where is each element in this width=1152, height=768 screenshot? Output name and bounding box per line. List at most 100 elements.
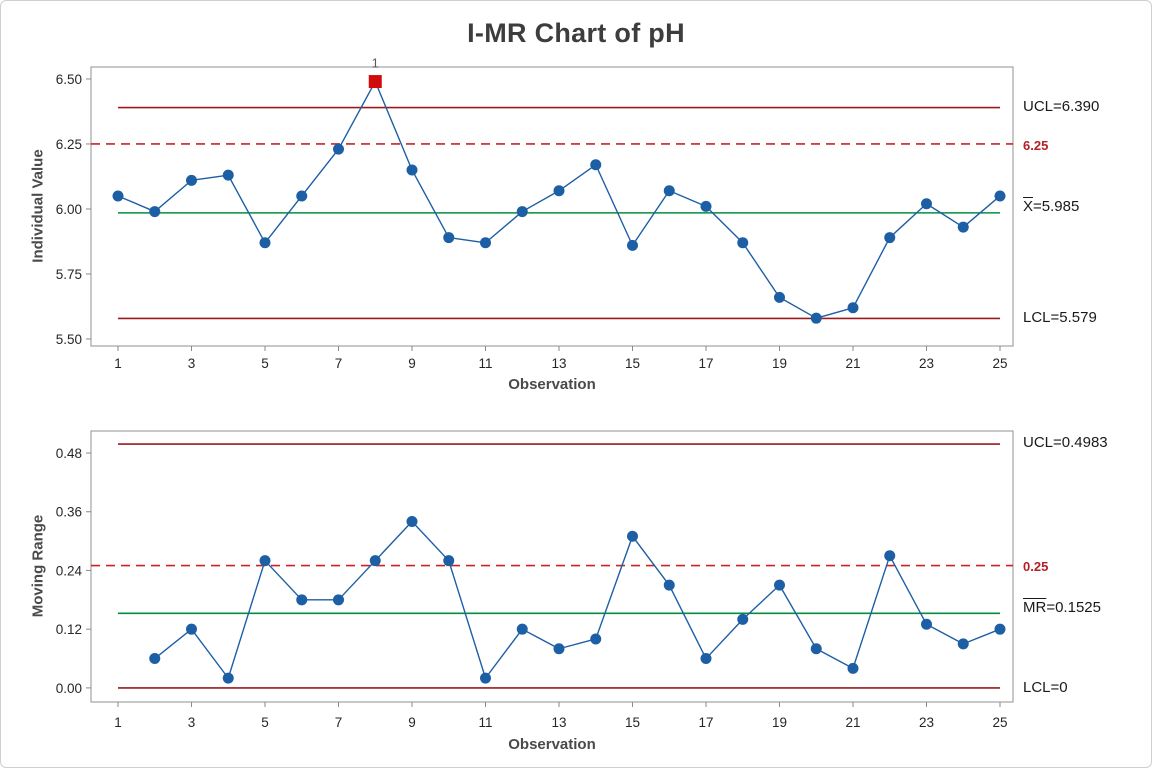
x-tick-label: 17 <box>698 356 713 371</box>
x-tick-label: 7 <box>335 356 343 371</box>
moving_range-data-point[interactable] <box>259 555 271 567</box>
y-axis-title-moving-range: Moving Range <box>29 514 47 618</box>
individuals-data-point[interactable] <box>847 302 859 314</box>
individuals-data-point[interactable] <box>333 143 344 155</box>
moving_range-data-point[interactable] <box>480 672 491 684</box>
individuals-data-point[interactable] <box>590 159 602 171</box>
individuals-data-point[interactable] <box>516 206 528 218</box>
individuals-data-point[interactable] <box>774 291 785 303</box>
moving_range-data-point[interactable] <box>149 653 161 665</box>
y-tick-label: 6.25 <box>56 137 82 152</box>
moving_range-data-point[interactable] <box>443 555 455 567</box>
center-line-label-individual: X=5.985 <box>1023 198 1079 216</box>
moving_range-data-point[interactable] <box>921 618 932 630</box>
moving_range-data-point[interactable] <box>590 633 602 645</box>
moving_range-series-line <box>154 520 1001 679</box>
moving_range-data-point[interactable] <box>553 643 565 655</box>
x-axis-title-observation-top: Observation <box>508 376 596 393</box>
moving_range-data-point[interactable] <box>774 579 785 591</box>
individuals-series-line <box>117 80 1001 319</box>
individuals-data-point[interactable] <box>186 174 197 186</box>
individuals-data-point[interactable] <box>663 185 675 197</box>
y-tick-label: 0.00 <box>56 681 82 696</box>
lcl-label-moving-range: LCL=0 <box>1023 679 1068 696</box>
x-tick-label: 21 <box>845 356 860 371</box>
x-tick-label: 25 <box>992 356 1007 371</box>
ucl-label-moving-range: UCL=0.4983 <box>1023 434 1108 451</box>
mrbar-value: =0.1525 <box>1046 599 1101 616</box>
y-tick-label: 0.24 <box>56 563 83 578</box>
moving_range-data-point[interactable] <box>957 638 969 650</box>
x-tick-label: 25 <box>992 715 1007 730</box>
individuals-data-point[interactable] <box>443 232 455 244</box>
x-tick-label: 23 <box>919 356 934 371</box>
moving_range-data-point[interactable] <box>369 555 381 567</box>
individuals-data-point[interactable] <box>259 237 271 249</box>
x-tick-label: 1 <box>114 715 122 730</box>
individuals-data-point[interactable] <box>222 169 234 181</box>
y-tick-label: 0.12 <box>56 622 82 637</box>
y-tick-label: 0.36 <box>56 505 82 520</box>
moving_range-data-point[interactable] <box>516 623 528 635</box>
xbar-value: =5.985 <box>1033 198 1080 215</box>
individuals-data-point[interactable] <box>737 237 749 249</box>
individuals-data-point[interactable] <box>994 190 1006 202</box>
moving_range-data-point[interactable] <box>810 643 822 655</box>
lcl-label-individual: LCL=5.579 <box>1023 309 1097 326</box>
x-axis-title-observation-bottom: Observation <box>508 736 596 753</box>
reference-label-moving-range: 0.25 <box>1023 559 1049 574</box>
center-line-label-moving-range: MR=0.1525 <box>1023 599 1101 617</box>
y-axis-title-individual-value: Individual Value <box>29 149 47 263</box>
x-tick-label: 9 <box>408 356 416 371</box>
x-tick-label: 23 <box>919 715 934 730</box>
x-tick-label: 3 <box>188 715 196 730</box>
moving_range-data-point[interactable] <box>333 594 344 606</box>
x-tick-label: 11 <box>478 356 492 371</box>
moving_range-data-point[interactable] <box>737 613 749 625</box>
individuals-data-point[interactable] <box>884 232 896 244</box>
moving_range-data-point[interactable] <box>296 594 308 606</box>
x-tick-label: 19 <box>772 356 787 371</box>
x-tick-label: 21 <box>845 715 860 730</box>
y-tick-label: 6.50 <box>56 72 82 87</box>
x-tick-label: 19 <box>772 715 787 730</box>
moving_range-data-point[interactable] <box>994 623 1006 635</box>
moving_range-data-point[interactable] <box>627 530 638 542</box>
moving_range-data-point[interactable] <box>700 653 712 665</box>
x-tick-label: 7 <box>335 715 343 730</box>
moving_range-data-point[interactable] <box>663 579 675 591</box>
individuals-data-point[interactable] <box>406 164 418 176</box>
individuals-data-point[interactable] <box>627 239 638 251</box>
x-tick-label: 15 <box>625 356 640 371</box>
moving_range-data-point[interactable] <box>222 672 234 684</box>
individuals-data-point[interactable] <box>553 185 565 197</box>
individuals-data-point[interactable] <box>700 200 712 212</box>
individuals-data-point[interactable] <box>921 198 932 210</box>
x-tick-label: 13 <box>551 356 566 371</box>
moving_range-data-point[interactable] <box>186 623 197 635</box>
moving_range-data-point[interactable] <box>884 550 896 562</box>
chart-title: I-MR Chart of pH <box>467 18 685 48</box>
individuals-data-point[interactable] <box>480 237 491 249</box>
individuals-data-point[interactable] <box>112 190 124 202</box>
individuals-data-point[interactable] <box>296 190 308 202</box>
moving_range-data-point[interactable] <box>406 516 418 528</box>
x-tick-label: 11 <box>478 715 492 730</box>
x-tick-label: 15 <box>625 715 640 730</box>
individuals-data-point[interactable] <box>957 221 969 233</box>
individuals-data-point[interactable] <box>810 312 822 324</box>
moving_range-panel-border <box>90 430 1014 703</box>
reference-label-individual: 6.25 <box>1023 138 1049 153</box>
x-tick-label: 5 <box>261 715 269 730</box>
individuals-out-of-control-point[interactable] <box>368 75 382 89</box>
y-tick-label: 5.75 <box>56 267 82 282</box>
ucl-label-individual: UCL=6.390 <box>1023 98 1100 115</box>
out-of-control-test-label: 1 <box>372 56 379 71</box>
x-tick-label: 13 <box>551 715 566 730</box>
y-tick-label: 0.48 <box>56 446 82 461</box>
individuals-data-point[interactable] <box>149 206 161 218</box>
x-tick-label: 17 <box>698 715 713 730</box>
moving_range-data-point[interactable] <box>847 662 859 674</box>
